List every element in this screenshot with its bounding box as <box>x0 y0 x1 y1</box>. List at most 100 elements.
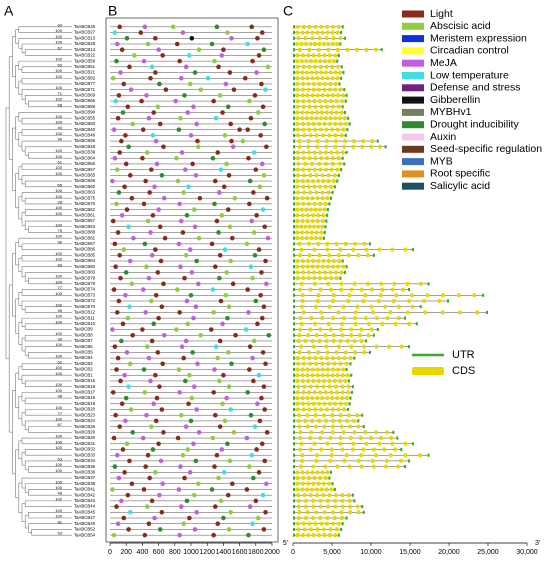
utr <box>337 53 340 58</box>
exon <box>331 521 335 526</box>
exon <box>312 167 317 172</box>
cis-element <box>187 470 193 475</box>
bootstrap: 100 <box>55 114 62 119</box>
utr <box>293 413 295 417</box>
exon <box>296 384 300 389</box>
x-tick-label: 1200 <box>199 549 215 556</box>
gene-label: TaABCB40 <box>74 127 96 132</box>
exon <box>301 390 306 395</box>
utr <box>340 527 343 532</box>
exon <box>300 458 304 463</box>
utr <box>293 293 295 297</box>
cis-element <box>119 338 124 344</box>
cis-element <box>177 532 182 538</box>
utr <box>293 533 295 537</box>
cis-element <box>117 253 123 258</box>
exon <box>340 396 344 401</box>
exon <box>309 116 314 121</box>
cis-element <box>221 372 226 378</box>
cis-element <box>250 58 255 64</box>
exon <box>330 64 335 69</box>
exon <box>325 110 329 115</box>
exon <box>332 293 336 298</box>
utr <box>419 305 422 309</box>
cis-element <box>253 298 259 304</box>
exon <box>356 510 361 515</box>
bootstrap: 28 <box>58 199 63 204</box>
exon <box>300 179 305 184</box>
exon <box>380 321 385 326</box>
cis-element <box>196 235 202 241</box>
cis-element <box>195 361 200 367</box>
utr <box>293 390 295 394</box>
exon <box>362 241 367 246</box>
exon <box>326 259 331 264</box>
exon <box>313 104 318 109</box>
cis-element <box>148 75 153 81</box>
cis-element <box>174 327 179 332</box>
exon <box>318 207 322 212</box>
cis-element <box>153 70 158 75</box>
exon <box>301 201 306 206</box>
cis-element <box>189 395 195 401</box>
cis-element <box>208 327 214 332</box>
cis-element <box>127 510 133 515</box>
exon <box>323 81 327 86</box>
cis-element <box>178 412 184 418</box>
cis-element <box>144 150 150 155</box>
cis-element <box>191 492 197 498</box>
gene-label: TaABCB22 <box>74 53 96 58</box>
cis-element <box>114 367 119 372</box>
exon <box>396 316 401 321</box>
exon <box>369 327 374 332</box>
cis-element <box>159 304 165 310</box>
exon <box>309 230 314 235</box>
legend-label: MYBHv1 <box>430 106 472 118</box>
cis-element <box>178 464 183 469</box>
exon <box>359 327 364 332</box>
bootstrap: 45 <box>58 308 63 313</box>
exon <box>297 350 302 355</box>
cis-element <box>149 167 154 172</box>
exon <box>403 441 408 446</box>
cis-element <box>222 418 228 424</box>
exon <box>330 407 335 412</box>
gene-label: TaABCB57 <box>74 218 96 223</box>
utr <box>341 25 344 29</box>
utr <box>293 396 295 400</box>
utr <box>293 522 295 526</box>
cis-element <box>243 327 249 332</box>
exon <box>299 441 304 446</box>
exon <box>329 184 333 189</box>
exon <box>321 384 326 389</box>
utr <box>349 396 352 400</box>
exon <box>295 30 300 35</box>
exon <box>359 464 364 469</box>
exon <box>367 321 371 326</box>
legend-swatch <box>402 108 424 116</box>
cis-element <box>217 378 222 384</box>
cis-element <box>253 167 259 172</box>
exon <box>349 344 354 349</box>
utr <box>293 76 295 80</box>
utr <box>339 42 342 46</box>
utr <box>404 465 407 469</box>
exon <box>308 41 313 46</box>
exon <box>334 99 339 104</box>
legend-swatch <box>402 182 424 190</box>
utr <box>348 122 351 126</box>
cis-element <box>187 53 192 58</box>
cis-element <box>205 75 211 81</box>
exon <box>326 47 331 52</box>
exon <box>302 361 306 366</box>
bootstrap: 100 <box>55 194 62 199</box>
cis-element <box>246 310 251 315</box>
bootstrap: 100 <box>55 416 62 421</box>
cis-element <box>125 492 131 498</box>
cis-element <box>161 430 166 435</box>
exon <box>330 30 335 35</box>
legend-label: Seed-specific regulation <box>430 143 542 155</box>
exon <box>379 281 383 286</box>
cis-element <box>176 241 182 247</box>
cis-element <box>222 133 228 138</box>
